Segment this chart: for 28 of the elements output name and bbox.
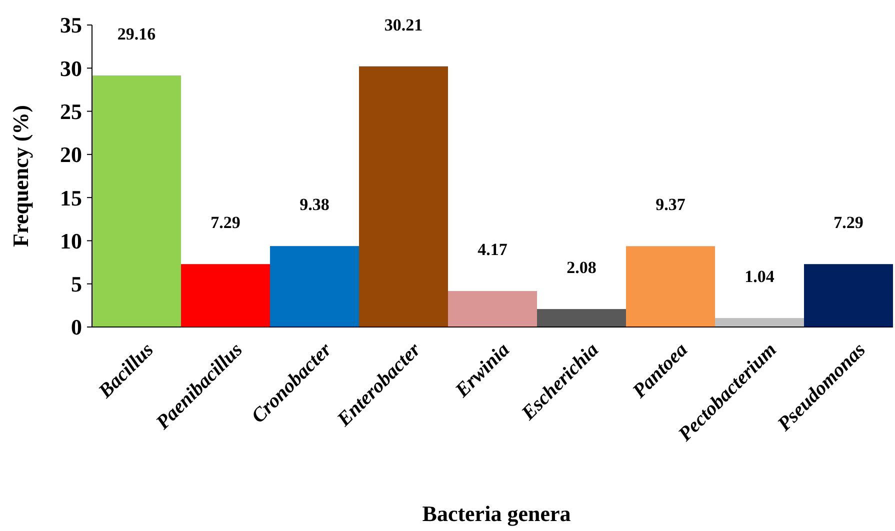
data-label: 30.21 xyxy=(384,15,423,34)
data-label: 9.37 xyxy=(656,195,686,214)
bar xyxy=(715,318,804,327)
y-axis-title: Frequency (%) xyxy=(8,105,33,247)
y-tick-label: 10 xyxy=(60,228,82,254)
data-label: 9.38 xyxy=(300,195,330,214)
data-label: 2.08 xyxy=(566,258,596,278)
bar xyxy=(804,264,893,327)
y-tick-label: 30 xyxy=(60,56,82,81)
bar xyxy=(359,66,448,327)
bar xyxy=(181,264,270,327)
x-axis-title: Bacteria genera xyxy=(422,501,571,526)
data-label: 4.17 xyxy=(478,240,508,260)
y-tick-label: 0 xyxy=(71,314,82,340)
y-tick-label: 15 xyxy=(60,185,82,210)
bar xyxy=(626,246,715,327)
y-tick-label: 5 xyxy=(71,272,82,297)
bar xyxy=(92,75,181,327)
bar xyxy=(270,246,359,327)
data-label: 1.04 xyxy=(744,267,775,286)
y-tick-label: 20 xyxy=(60,142,82,168)
bar xyxy=(537,309,626,327)
bar xyxy=(448,291,537,327)
y-tick-label: 25 xyxy=(60,98,82,124)
y-tick-label: 35 xyxy=(60,12,82,38)
data-label: 29.16 xyxy=(117,24,156,44)
data-label: 7.29 xyxy=(210,213,240,232)
data-label: 7.29 xyxy=(834,213,864,232)
